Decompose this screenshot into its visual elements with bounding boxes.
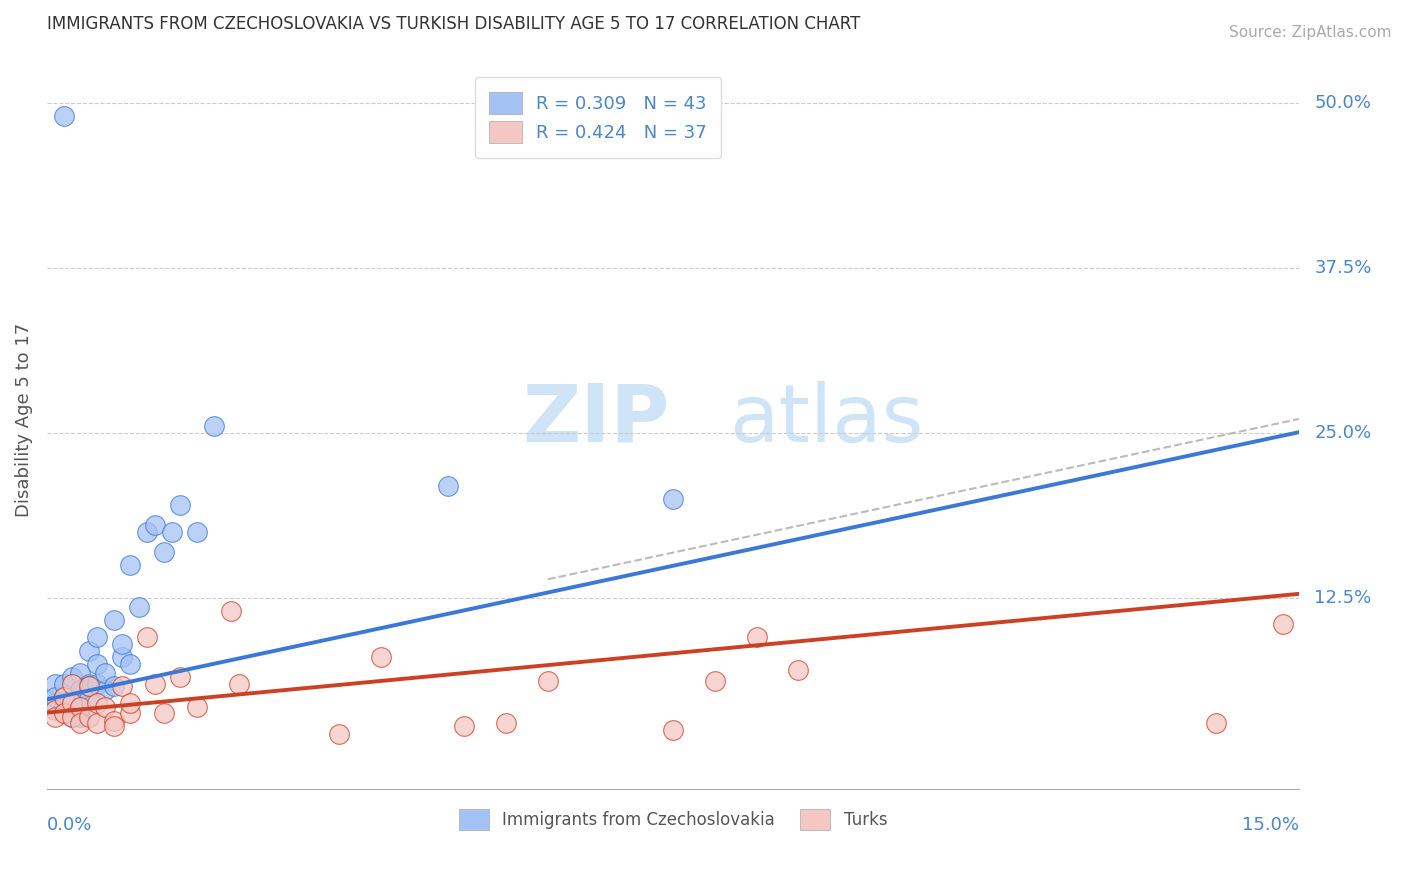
Point [370,650,392,665]
Point [60,670,83,684]
Point [537,673,560,688]
Point [94,700,117,714]
Point [103,714,125,728]
Point [219,604,242,618]
Point [111,650,134,665]
Point [169,670,191,684]
Point [52,706,75,720]
Point [44,703,66,717]
Point [77,679,100,693]
Text: ZIP: ZIP [523,381,671,458]
Point [60,692,83,706]
Point [453,719,475,733]
Point [69,709,91,723]
Point [69,703,91,717]
Point [52,706,75,720]
Point [94,683,117,698]
Point [136,524,159,539]
Point [44,690,66,704]
Point [145,676,167,690]
Point [77,692,100,706]
Point [60,697,83,711]
Point [152,544,174,558]
Point [77,676,100,690]
Point [69,683,91,698]
Point [169,499,191,513]
Point [52,700,75,714]
Text: 25.0%: 25.0% [1315,424,1372,442]
Text: atlas: atlas [730,381,924,458]
Point [77,709,100,723]
Point [120,697,142,711]
Point [136,631,159,645]
Point [662,491,685,506]
Point [160,524,183,539]
Point [44,697,66,711]
Point [69,700,91,714]
Point [662,723,685,737]
Point [44,676,66,690]
Point [86,716,108,731]
Point [745,631,768,645]
Point [1205,716,1227,731]
Point [120,706,142,720]
Point [60,676,83,690]
Text: 50.0%: 50.0% [1315,94,1371,112]
Point [152,706,174,720]
Point [1271,617,1294,632]
Text: 0.0%: 0.0% [46,815,93,834]
Point [120,558,142,572]
Point [703,673,725,688]
Point [128,600,150,615]
Point [186,700,208,714]
Text: 12.5%: 12.5% [1315,589,1372,607]
Point [111,637,134,651]
Point [111,679,134,693]
Point [120,657,142,671]
Text: IMMIGRANTS FROM CZECHOSLOVAKIA VS TURKISH DISABILITY AGE 5 TO 17 CORRELATION CHA: IMMIGRANTS FROM CZECHOSLOVAKIA VS TURKIS… [46,15,860,33]
Legend: Immigrants from Czechoslovakia, Turks: Immigrants from Czechoslovakia, Turks [453,803,894,837]
Point [52,109,75,123]
Point [60,697,83,711]
Text: 37.5%: 37.5% [1315,259,1372,277]
Point [86,657,108,671]
Text: 15.0%: 15.0% [1243,815,1299,834]
Point [86,697,108,711]
Point [94,666,117,681]
Point [103,719,125,733]
Point [228,676,250,690]
Point [103,613,125,627]
Y-axis label: Disability Age 5 to 17: Disability Age 5 to 17 [15,322,32,516]
Point [52,690,75,704]
Point [202,419,225,434]
Point [495,716,517,731]
Point [52,690,75,704]
Text: Source: ZipAtlas.com: Source: ZipAtlas.com [1229,25,1392,40]
Point [69,666,91,681]
Point [328,727,350,741]
Point [186,524,208,539]
Point [86,631,108,645]
Point [44,709,66,723]
Point [60,700,83,714]
Point [86,676,108,690]
Point [77,643,100,657]
Point [145,518,167,533]
Point [69,683,91,698]
Point [52,676,75,690]
Point [60,709,83,723]
Point [77,679,100,693]
Point [436,478,458,492]
Point [69,716,91,731]
Point [787,664,810,678]
Point [103,679,125,693]
Point [60,709,83,723]
